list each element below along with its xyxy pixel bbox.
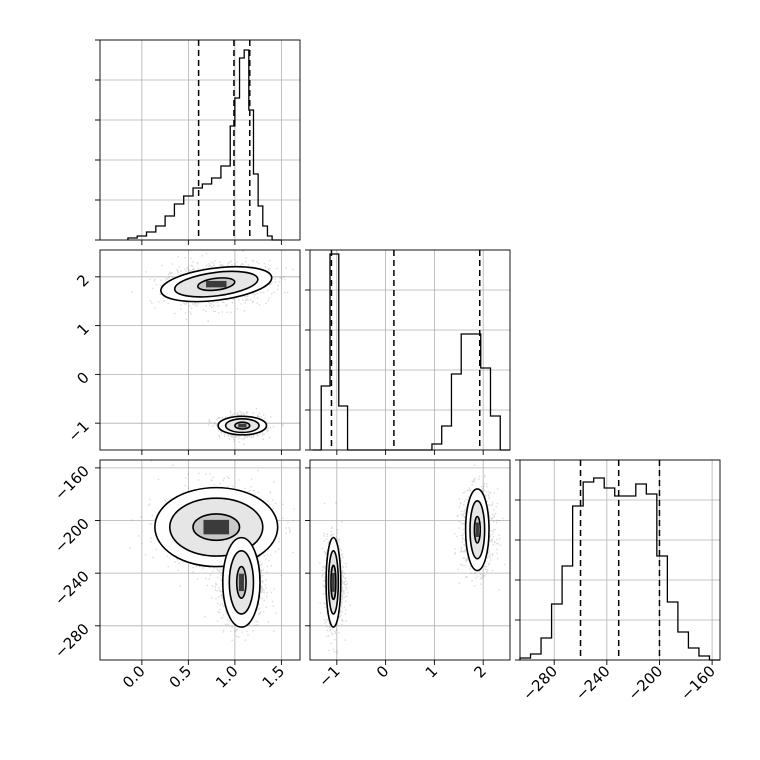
y-tick-label: −240 <box>51 567 93 609</box>
contour-line <box>160 265 273 303</box>
histogram-panel-0 <box>95 39 301 245</box>
x-tick-label: 2 <box>471 662 490 681</box>
density-peak <box>203 519 230 535</box>
x-tick-label: −1 <box>315 662 343 690</box>
x-tick-label: −200 <box>624 662 666 704</box>
panel-content <box>131 250 294 446</box>
density-peak <box>475 522 479 537</box>
contour-line <box>197 277 236 292</box>
x-tick-label: 0.0 <box>119 662 149 692</box>
histogram-series <box>312 253 510 451</box>
contour-line <box>221 536 261 628</box>
panel-content <box>129 460 295 641</box>
x-tick-label: −240 <box>572 662 614 704</box>
y-tick-label: 1 <box>73 320 92 339</box>
panel-background <box>520 460 720 660</box>
contour-line <box>327 549 340 615</box>
contour-line <box>235 565 247 599</box>
histogram-series <box>519 477 720 661</box>
contour-line <box>224 417 260 434</box>
contour-line <box>154 486 279 568</box>
density-peak <box>238 423 247 428</box>
contour-line <box>234 421 251 430</box>
y-tick-label: 0 <box>73 368 92 387</box>
scatter-panel-2: −1 0 1 2 <box>305 459 511 690</box>
panel-background <box>310 250 510 450</box>
contour-line <box>192 513 241 542</box>
panel-frame <box>99 39 301 241</box>
histogram-panel-1 <box>305 249 511 455</box>
panel-background <box>100 40 300 240</box>
contour-line <box>464 488 490 572</box>
histogram-panel-2: −280 −240 −200 −160 <box>515 459 721 704</box>
contour-line <box>228 549 255 615</box>
scatter-points <box>319 464 506 654</box>
panel-frame <box>99 459 301 661</box>
contour-line <box>330 564 337 601</box>
panel-frame <box>519 459 721 661</box>
panel-content <box>319 464 506 654</box>
x-tick-label: −280 <box>519 662 561 704</box>
x-tick-label: 1 <box>422 662 441 681</box>
density-peak <box>206 280 227 288</box>
y-tick-label: −200 <box>51 515 93 557</box>
x-tick-label: −160 <box>677 662 719 704</box>
x-tick-label: 1.5 <box>259 662 289 692</box>
scatter-panel-0: −1 0 1 2 <box>64 249 301 455</box>
contour-line <box>469 499 486 560</box>
panel-frame <box>99 249 301 451</box>
y-tick-label: 2 <box>73 271 92 290</box>
scatter-panel-1: 0.0 0.5 1.0 1.5 −280 −240 −200 −160 <box>51 459 301 692</box>
contour-line <box>325 536 342 628</box>
y-tick-label: −280 <box>51 620 93 662</box>
density-peak <box>238 573 244 592</box>
x-tick-label: 0 <box>373 662 392 681</box>
density-peak <box>332 572 335 592</box>
y-tick-label: −160 <box>51 462 93 504</box>
y-tick-label: −1 <box>64 417 92 445</box>
panel-frame <box>309 249 511 451</box>
contour-line <box>168 497 264 557</box>
panel-frame <box>309 459 511 661</box>
x-tick-label: 0.5 <box>166 662 196 692</box>
contour-line <box>173 270 259 298</box>
contour-line <box>473 515 482 544</box>
x-tick-label: 1.0 <box>212 662 242 692</box>
histogram-series <box>127 49 282 241</box>
contour-line <box>217 415 268 436</box>
